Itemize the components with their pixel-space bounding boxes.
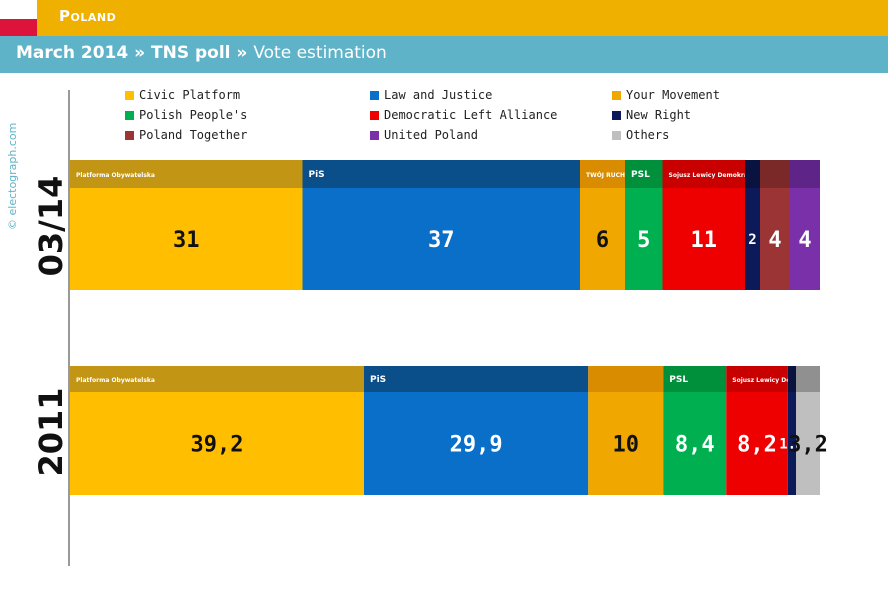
bar-segment <box>663 392 727 495</box>
legend-item: Democratic Left Alliance <box>370 108 557 122</box>
bar-header <box>662 160 745 188</box>
bar-segment <box>625 188 663 290</box>
bar-header <box>70 366 364 392</box>
bar-value-label: 6 <box>596 228 609 253</box>
bar-row: Platforma Obywatelska 39,2 PiS 29,9 10 PSL 8,4… <box>70 366 836 495</box>
bar-segment <box>662 188 745 290</box>
legend-swatch <box>125 130 134 140</box>
legend-label: Your Movement <box>626 88 720 102</box>
legend-label: Others <box>626 128 670 142</box>
bar-value-label: 10 <box>613 432 640 457</box>
bar-header <box>790 160 820 188</box>
bar-segment <box>70 392 364 495</box>
legend-item: Poland Together <box>125 128 247 142</box>
subtitle-topic: Vote estimation <box>253 43 387 63</box>
bar-header <box>70 160 303 188</box>
legend-swatch <box>370 130 379 140</box>
legend-label: Poland Together <box>139 128 248 142</box>
subtitle-bar: March 2014 » TNS poll » Vote estimation <box>0 36 888 73</box>
legend-swatch <box>612 90 621 100</box>
bar-segment <box>796 392 820 495</box>
bar-header <box>787 366 796 392</box>
bar-value-label: 29,9 <box>450 432 503 457</box>
axis-line <box>68 90 70 566</box>
flag-white-stripe <box>0 0 37 19</box>
bar-value-label: 2 <box>748 232 756 248</box>
legend-swatch <box>125 90 134 100</box>
party-logo-text: Sojusz Lewicy Demokratycznej <box>732 377 836 384</box>
bar-header <box>625 160 663 188</box>
legend-swatch <box>612 110 621 120</box>
party-logo-text: Platforma Obywatelska <box>76 377 155 384</box>
party-logo-text: PSL <box>669 375 688 385</box>
bar-segment <box>745 188 760 290</box>
bar-value-label: 5 <box>637 228 650 253</box>
bar-value-label: 4 <box>798 228 811 253</box>
subtitle-pollster: TNS poll <box>151 43 231 63</box>
bar-value-label: 8,2 <box>737 432 777 457</box>
bar-segment <box>364 392 589 495</box>
bar-value-label: 4 <box>768 228 781 253</box>
legend-item: Your Movement <box>612 88 720 102</box>
bar-segment <box>787 392 796 495</box>
bar-segment <box>760 188 790 290</box>
legend-swatch <box>612 130 621 140</box>
bar-value-label: 11 <box>691 228 718 253</box>
bar-header <box>726 366 788 392</box>
legend-item: New Right <box>612 108 691 122</box>
legend-item: United Poland <box>370 128 478 142</box>
legend-label: Democratic Left Alliance <box>384 108 558 122</box>
party-logo-text: Platforma Obywatelska <box>76 172 155 179</box>
flag-red-stripe <box>0 19 37 36</box>
bar-row: Platforma Obywatelska 31 PiS 37 TWÓJ RUCH 6 PS… <box>70 160 820 290</box>
subtitle-separator-2: » <box>230 43 254 63</box>
bar-segment <box>70 188 303 290</box>
legend-swatch <box>370 90 379 100</box>
legend-label: Polish People's <box>139 108 248 122</box>
bar-value-label: 8,4 <box>675 432 715 457</box>
bar-segment <box>580 188 625 290</box>
bar-value-label: 39,2 <box>191 432 244 457</box>
party-logo-text: PSL <box>631 170 650 180</box>
legend-item: Others <box>612 128 669 142</box>
bar-header <box>745 160 760 188</box>
subtitle: March 2014 » TNS poll » Vote estimation <box>16 43 387 63</box>
legend-swatch <box>370 110 379 120</box>
party-logo-text: Sojusz Lewicy Demokratycznej <box>669 172 773 179</box>
title-bar: Poland <box>37 0 888 36</box>
bar-segment <box>588 392 664 495</box>
bar-segment <box>726 392 788 495</box>
bar-segment <box>302 188 580 290</box>
legend-item: Law and Justice <box>370 88 492 102</box>
legend-label: Law and Justice <box>384 88 493 102</box>
party-logo-text: TWÓJ RUCH <box>586 172 625 179</box>
legend-item: Civic Platform <box>125 88 240 102</box>
bar-header <box>663 366 727 392</box>
page-title: Poland <box>59 7 117 25</box>
legend: Civic Platform Law and Justice Your Moveme… <box>125 88 745 152</box>
bar-header <box>760 160 790 188</box>
bar-value-label: 31 <box>173 228 200 253</box>
bar-header <box>588 366 664 392</box>
bar-header <box>364 366 589 392</box>
bar-value-label: 37 <box>428 228 455 253</box>
bar-value-label: 3,2 <box>788 432 828 457</box>
bar-segment <box>790 188 820 290</box>
bar-header <box>796 366 820 392</box>
subtitle-date: March 2014 <box>16 43 129 63</box>
legend-label: United Poland <box>384 128 478 142</box>
party-logo-text: PiS <box>370 375 386 385</box>
subtitle-separator-1: » <box>128 43 152 63</box>
bar-header <box>302 160 580 188</box>
bar-header <box>580 160 625 188</box>
legend-swatch <box>125 110 134 120</box>
party-logo-text: PiS <box>309 170 325 180</box>
legend-label: New Right <box>626 108 692 122</box>
legend-label: Civic Platform <box>139 88 241 102</box>
legend-item: Polish People's <box>125 108 247 122</box>
